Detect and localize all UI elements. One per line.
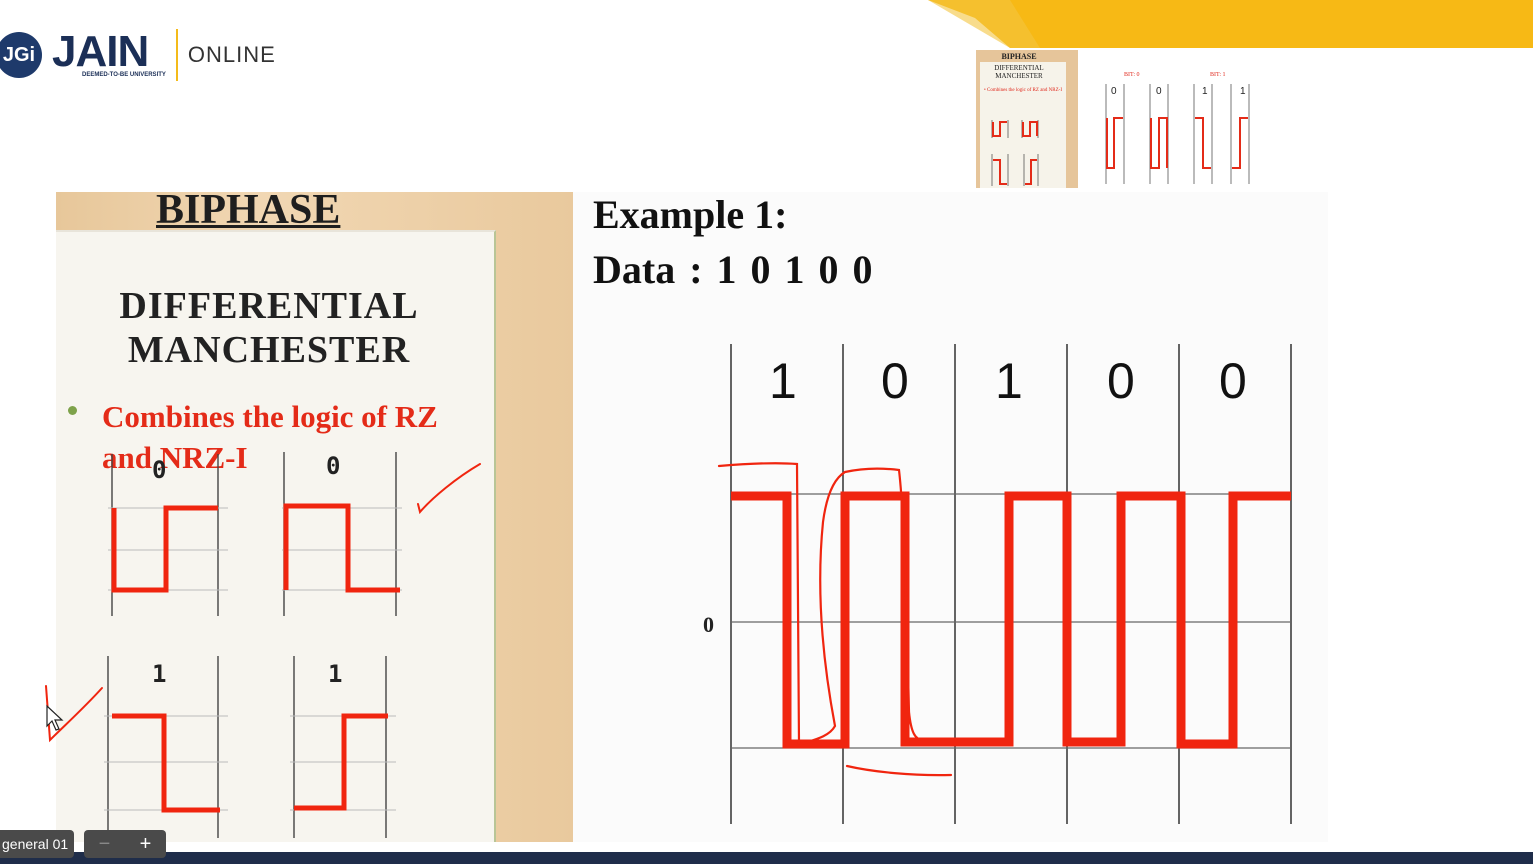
thumbnail-subtitle: DIFFERENTIAL MANCHESTER	[976, 64, 1062, 80]
thumbnail-subtitle-line2: MANCHESTER	[995, 72, 1043, 80]
thumbnail-waveforms	[991, 84, 1250, 186]
bullet-dot-icon	[68, 406, 77, 415]
example-data-label: Data : 1 0 1 0 0	[593, 247, 873, 292]
thumbnail-caption-bit1: BIT: 1	[1210, 72, 1226, 78]
thumbnail-subtitle-line1: DIFFERENTIAL	[994, 64, 1044, 72]
slide-subtitle-line1: DIFFERENTIAL	[119, 285, 419, 327]
annotation-stroke	[717, 462, 801, 746]
annotation-stroke	[799, 467, 925, 746]
channel-tag[interactable]: general 01	[0, 830, 75, 858]
jain-online-logo: JGi JAIN DEEMED-TO-BE UNIVERSITY ONLINE	[0, 26, 276, 84]
signal-trace	[731, 491, 1291, 749]
thumbnail-caption-bit0: BIT: 0	[1124, 72, 1140, 78]
example-title: Example 1:	[593, 192, 788, 237]
thumbnail-bit-label: 0	[1111, 86, 1117, 97]
bit-encoding-diagrams	[104, 452, 402, 838]
thumbnail-bit-label: 0	[1156, 86, 1162, 97]
slide-subtitle: DIFFERENTIAL MANCHESTER	[56, 284, 482, 372]
zoom-in-button[interactable]: +	[139, 833, 152, 855]
slide-thumbnail-preview[interactable]: BIPHASE DIFFERENTIAL MANCHESTER • Combin…	[976, 50, 1258, 188]
thumbnail-bit-label: 1	[1240, 86, 1246, 97]
thumbnail-bullet: • Combines the logic of RZ and NRZ-I	[984, 88, 1062, 93]
thumbnail-bit-label: 1	[1202, 86, 1208, 97]
annotation-stroke	[845, 764, 953, 777]
bit-label: 0	[1219, 353, 1247, 409]
jain-logo-word: JAIN	[52, 27, 149, 76]
jain-logo-subtitle: DEEMED-TO-BE UNIVERSITY	[82, 72, 166, 78]
thumbnail-left-panel: BIPHASE DIFFERENTIAL MANCHESTER • Combin…	[976, 50, 1078, 188]
diagram-bit-label: 0	[326, 452, 341, 480]
diagram-bit-label: 1	[152, 660, 167, 688]
logo-divider	[175, 29, 178, 81]
bit-label: 1	[995, 353, 1023, 409]
bit-label: 0	[1107, 353, 1135, 409]
diagram-bit-label: 1	[328, 660, 343, 688]
thumbnail-title: BIPHASE	[1001, 52, 1037, 61]
slide-content-panel: DIFFERENTIAL MANCHESTER Combines the log…	[56, 230, 496, 842]
slide-left-panel: BIPHASE DIFFERENTIAL MANCHESTER Combines…	[56, 187, 573, 842]
manchester-waveform	[717, 344, 1292, 824]
zoom-control: − +	[84, 830, 166, 858]
diagram-bit-label: 0	[152, 456, 167, 484]
slide-bullet-text: Combines the logic of RZ and NRZ-I	[102, 399, 438, 475]
header-accent-band	[928, 0, 1533, 48]
slide-subtitle-line2: MANCHESTER	[127, 329, 411, 371]
online-label: ONLINE	[187, 42, 276, 67]
bottom-status-bar	[0, 852, 1533, 864]
zoom-out-button[interactable]: −	[98, 833, 111, 855]
bit-label: 0	[881, 353, 909, 409]
slide-right-panel: Example 1: Data : 1 0 1 0 0 1 0 1 0 0 0	[573, 192, 1328, 842]
slide-title-biphase: BIPHASE	[156, 187, 341, 233]
bit-label: 1	[769, 353, 797, 409]
zero-level-label: 0	[703, 612, 714, 637]
jgi-logo-mark: JGi	[0, 32, 42, 78]
